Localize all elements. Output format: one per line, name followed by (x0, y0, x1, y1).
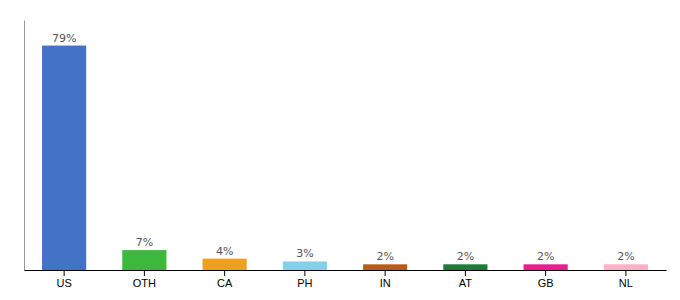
data-label: 79% (52, 32, 76, 45)
x-tick: PH (297, 270, 312, 289)
x-tick-label: AT (459, 277, 473, 289)
x-tick-mark (64, 270, 65, 276)
x-tick-mark (385, 270, 386, 276)
bar (122, 250, 166, 270)
x-axis: US OTH CA PH IN AT GB NL (25, 270, 667, 289)
x-tick-label: IN (380, 277, 391, 289)
chart: US OTH CA PH IN AT GB NL 79% 7% 4% 3% 2% 2% 2% 2% (0, 0, 680, 300)
x-tick-label: CA (217, 277, 233, 289)
x-tick-mark (465, 270, 466, 276)
bar (524, 264, 568, 270)
bars (42, 46, 648, 270)
bar (283, 261, 327, 270)
data-label: 2% (376, 250, 393, 263)
x-axis-line (25, 270, 667, 271)
plot: US OTH CA PH IN AT GB NL 79% 7% 4% 3% 2% 2% 2% 2% (25, 21, 667, 289)
bar (42, 46, 86, 270)
x-tick: CA (217, 270, 233, 289)
data-label: 2% (537, 250, 554, 263)
bar (443, 264, 487, 270)
x-tick: NL (619, 270, 633, 289)
x-tick-mark (304, 270, 305, 276)
x-tick: GB (538, 270, 554, 289)
x-tick-label: PH (297, 277, 312, 289)
data-label: 2% (457, 250, 474, 263)
data-label: 2% (617, 250, 634, 263)
x-tick-label: OTH (133, 277, 156, 289)
x-tick-label: NL (619, 277, 633, 289)
bar (604, 264, 648, 270)
x-tick-label: GB (538, 277, 554, 289)
data-labels: 79% 7% 4% 3% 2% 2% 2% 2% (52, 32, 635, 264)
bar (363, 264, 407, 270)
x-tick: AT (459, 270, 473, 289)
data-label: 3% (296, 247, 313, 260)
data-label: 4% (216, 245, 233, 258)
x-tick: IN (380, 270, 391, 289)
x-tick-label: US (56, 277, 71, 289)
y-axis-line (24, 21, 25, 271)
x-tick: US (56, 270, 71, 289)
x-tick-mark (144, 270, 145, 276)
x-tick-mark (625, 270, 626, 276)
x-tick: OTH (133, 270, 156, 289)
x-tick-mark (545, 270, 546, 276)
y-axis (24, 21, 25, 271)
bar (203, 259, 247, 270)
data-label: 7% (136, 236, 153, 249)
x-tick-mark (224, 270, 225, 276)
